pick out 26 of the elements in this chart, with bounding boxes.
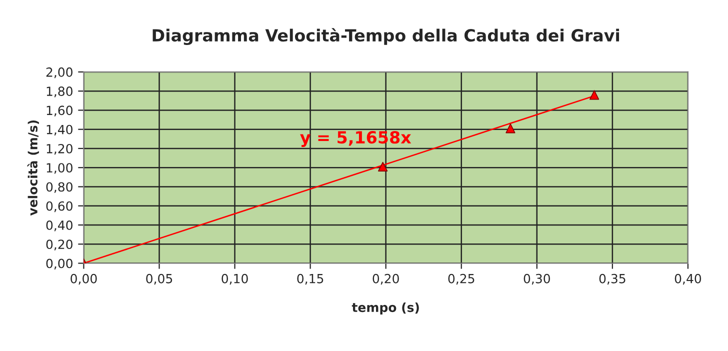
point [589, 90, 600, 100]
x-tick-label: 0,05 [146, 274, 172, 285]
y-tick-label: 0,80 [46, 182, 72, 193]
point [378, 162, 388, 172]
point [506, 124, 516, 134]
y-tick-label: 1,00 [46, 163, 72, 174]
x-tick-label: 0,30 [524, 274, 550, 285]
y-tick-label: 1,20 [46, 144, 72, 155]
x-tick-label: 0,25 [448, 274, 474, 285]
x-tick-label: 0,10 [222, 274, 248, 285]
x-tick-label: 0,15 [297, 274, 324, 285]
y-tick-label: 1,80 [46, 86, 72, 98]
chart-title: Diagramma Velocità-Tempo della Caduta dei Gravi [152, 28, 620, 45]
y-tick-label: 0,00 [46, 258, 72, 270]
y-tick-label: 1,60 [46, 106, 72, 116]
y-axis-title: velocità (m/s) [27, 120, 39, 216]
y-tick-label: 2,00 [46, 67, 72, 78]
x-tick-label: 0,40 [674, 274, 702, 285]
x-tick-label: 0,00 [70, 274, 97, 285]
y-tick-label: 1,40 [46, 124, 72, 136]
x-tick-label: 0,20 [372, 274, 399, 285]
y-tick-label: 0,40 [46, 220, 72, 232]
x-tick-label: 0,35 [599, 274, 626, 285]
y-tick-label: 0,60 [46, 201, 72, 212]
y-tick-label: 0,20 [46, 240, 72, 250]
x-axis-title: tempo (s) [352, 302, 419, 315]
